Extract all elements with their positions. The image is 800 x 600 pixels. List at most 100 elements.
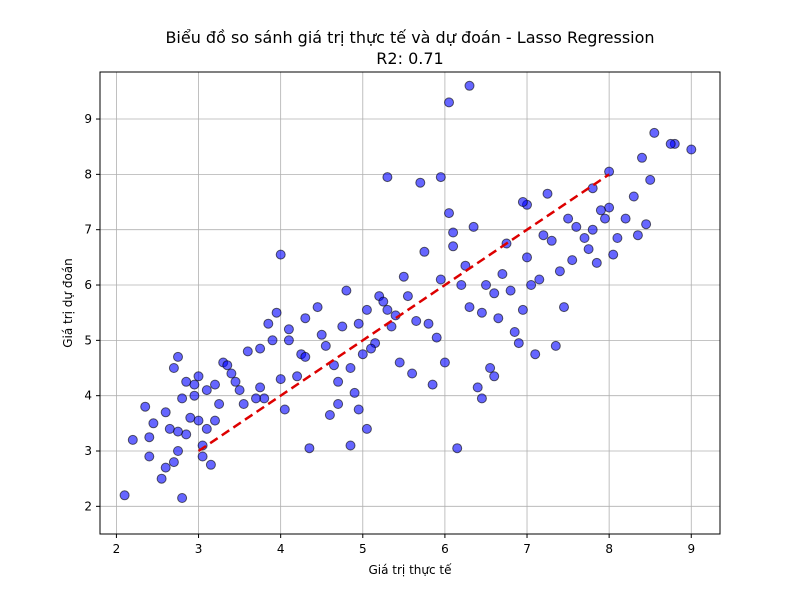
data-point — [214, 399, 225, 409]
data-point — [411, 316, 422, 326]
data-point — [612, 233, 623, 243]
data-point — [324, 410, 335, 420]
data-point — [493, 313, 504, 324]
x-tick-label: 4 — [277, 542, 285, 556]
data-point — [435, 172, 446, 183]
data-point — [485, 363, 496, 373]
data-point — [185, 412, 196, 423]
data-point — [181, 376, 192, 387]
data-point — [448, 227, 459, 238]
data-point — [181, 429, 192, 440]
data-point — [505, 285, 516, 296]
data-point — [193, 415, 204, 426]
data-point — [481, 280, 491, 290]
data-point — [476, 393, 487, 404]
data-point — [353, 318, 364, 329]
data-point — [160, 407, 171, 418]
data-point — [353, 404, 364, 415]
data-point — [177, 393, 188, 404]
data-point — [378, 296, 389, 307]
data-point — [189, 379, 200, 390]
data-point — [526, 280, 537, 290]
data-point — [394, 357, 405, 368]
data-point — [333, 399, 344, 409]
reference-line — [197, 173, 610, 453]
data-point — [464, 80, 475, 91]
data-point — [472, 382, 483, 393]
data-point — [267, 335, 278, 346]
data-point — [439, 357, 450, 368]
data-point — [398, 271, 409, 282]
data-point — [444, 208, 454, 219]
data-point — [341, 285, 352, 296]
data-point — [407, 368, 418, 379]
data-point — [156, 473, 167, 484]
data-point — [517, 304, 528, 315]
data-point — [509, 327, 520, 337]
data-point — [645, 174, 656, 185]
data-point — [423, 318, 434, 329]
data-point — [173, 426, 183, 437]
data-point — [173, 446, 183, 456]
data-point — [201, 385, 212, 396]
data-point — [542, 188, 553, 199]
data-point — [489, 371, 500, 382]
y-axis-label: Giá trị dự đoán — [61, 258, 75, 348]
data-point — [641, 219, 652, 230]
data-point — [251, 393, 261, 404]
y-tick-label: 6 — [84, 278, 92, 292]
data-point — [259, 393, 270, 404]
x-tick-label: 7 — [523, 542, 531, 556]
grid-lines — [100, 72, 720, 534]
data-point — [419, 246, 430, 257]
data-point — [349, 387, 360, 398]
data-point — [275, 249, 286, 260]
data-point — [300, 313, 311, 324]
data-point — [513, 338, 524, 349]
data-point — [164, 423, 175, 434]
data-point — [210, 415, 220, 426]
y-tick-label: 2 — [84, 499, 92, 513]
data-point — [201, 423, 212, 434]
data-point — [604, 202, 615, 213]
data-point — [210, 379, 220, 390]
data-point — [559, 302, 569, 313]
y-tick-label: 5 — [84, 333, 92, 347]
data-point — [292, 371, 303, 382]
data-point — [435, 274, 446, 285]
data-point — [168, 363, 179, 373]
data-point — [283, 335, 294, 346]
data-point — [304, 443, 315, 454]
chart-title: Biểu đồ so sánh giá trị thực tế và dự đo… — [165, 28, 654, 47]
data-point — [144, 451, 155, 462]
data-point — [275, 374, 286, 385]
x-axis-ticks: 2 3 4 5 6 7 8 9 — [113, 534, 695, 556]
data-point — [415, 177, 426, 188]
data-point — [600, 213, 610, 224]
data-point — [587, 224, 598, 235]
data-point — [628, 191, 639, 202]
data-point — [579, 233, 590, 243]
data-point — [361, 423, 372, 434]
data-point — [476, 307, 487, 318]
data-point — [546, 235, 557, 246]
data-point — [468, 221, 479, 232]
data-point — [448, 241, 459, 252]
x-tick-label: 9 — [687, 542, 695, 556]
data-point — [637, 152, 647, 163]
chart-subtitle: R2: 0.71 — [376, 49, 443, 68]
data-point — [263, 318, 274, 329]
data-point — [144, 432, 155, 443]
y-tick-label: 4 — [84, 389, 92, 403]
data-point — [222, 360, 233, 371]
data-point — [197, 451, 208, 462]
data-point — [534, 274, 545, 285]
data-point — [337, 321, 348, 332]
data-point — [452, 443, 463, 454]
data-point — [554, 266, 565, 277]
data-point — [522, 252, 532, 263]
data-point — [382, 172, 393, 183]
data-point — [160, 462, 171, 473]
